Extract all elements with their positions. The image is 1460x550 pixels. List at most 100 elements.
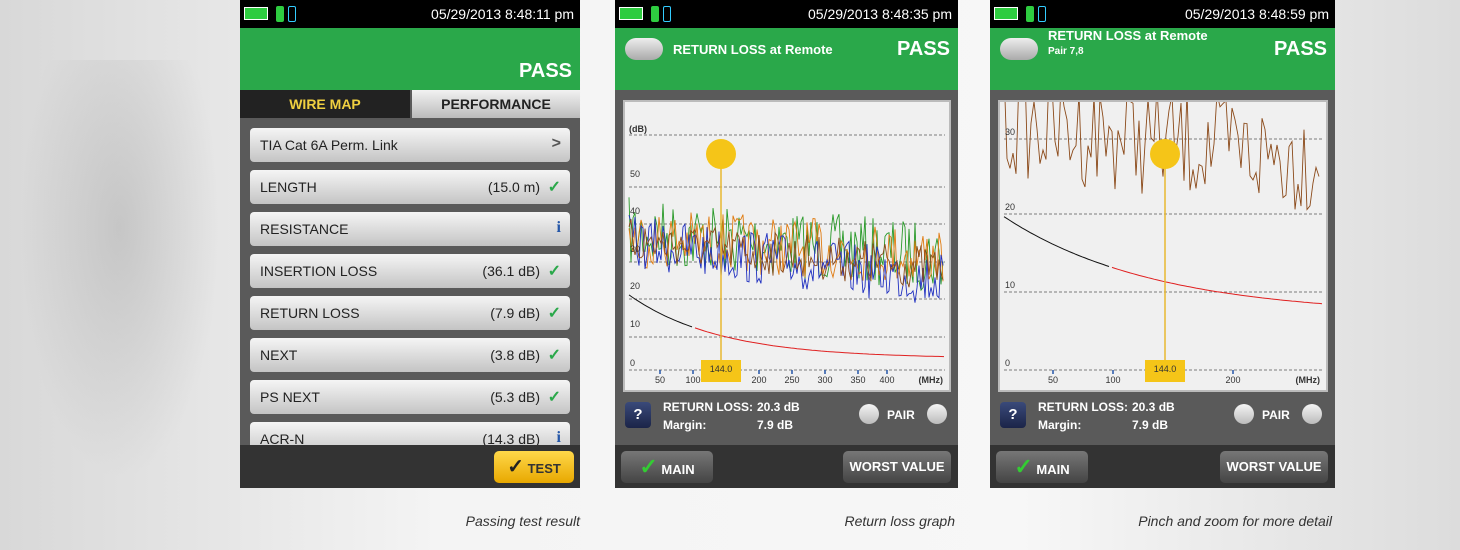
limit-line: [1003, 216, 1110, 267]
check-icon: ✓: [547, 263, 561, 280]
remote-icon: [288, 6, 296, 22]
list-item[interactable]: RESISTANCE i: [250, 212, 570, 246]
readout-value: 7.9 dB: [1132, 418, 1169, 432]
list-item[interactable]: PS NEXT (5.3 dB) ✓: [250, 380, 570, 414]
graph-panel: 30 20 10 0 50 100 200 (MHz) 144.0: [998, 69, 1328, 392]
device-icon: [1026, 6, 1034, 22]
help-button[interactable]: ?: [625, 402, 651, 428]
screen-title: RETURN LOSS at Remote: [1048, 28, 1208, 43]
y-tick-label: 30: [630, 244, 640, 254]
readout-label: Margin:: [1038, 418, 1082, 432]
list-item[interactable]: TIA Cat 6A Perm. Link >: [250, 128, 570, 162]
prev-pair-button[interactable]: [1234, 404, 1254, 424]
item-label: LENGTH: [260, 179, 317, 195]
list-item[interactable]: RETURN LOSS (7.9 dB) ✓: [250, 296, 570, 330]
y-tick-label: 20: [1005, 202, 1015, 212]
battery-icon: [619, 7, 643, 20]
caption: Passing test result: [465, 513, 580, 529]
item-label: PS NEXT: [260, 389, 320, 405]
x-tick-label: 100: [685, 375, 700, 385]
readout-value: 20.3 dB: [1132, 400, 1175, 414]
tab[interactable]: PERFORMANCE: [412, 90, 580, 118]
next-pair-button[interactable]: [1302, 404, 1322, 424]
cursor-handle: [1150, 139, 1180, 169]
y-tick-label: 0: [630, 358, 635, 368]
x-tick-label: 400: [879, 375, 894, 385]
worst-value-button[interactable]: WORST VALUE: [843, 451, 951, 483]
x-tick-label: 200: [751, 375, 766, 385]
list-item[interactable]: NEXT (3.8 dB) ✓: [250, 338, 570, 372]
check-icon: ✓: [547, 305, 561, 322]
item-label: ACR-N: [260, 431, 305, 447]
worst-value-button[interactable]: WORST VALUE: [1220, 451, 1328, 483]
caption: Return loss graph: [844, 513, 955, 529]
battery-icon: [244, 7, 268, 20]
screen-subtitle: Pair 7,8: [1048, 46, 1084, 57]
tab[interactable]: WIRE MAP: [240, 90, 410, 118]
help-button[interactable]: ?: [1000, 402, 1026, 428]
graph-panel: (dB) 50 40 30 20 10 0 50 100 200 250 300 350 400 (MHz)…: [623, 100, 951, 392]
check-icon: ✓: [547, 347, 561, 364]
result-header: RETURN LOSS at Remote PASS: [615, 28, 958, 90]
limit-line: [1111, 266, 1323, 305]
trace: [628, 218, 944, 288]
status-bar: 05/29/2013 8:48:59 pm: [990, 0, 1335, 28]
item-label: RETURN LOSS: [260, 305, 360, 321]
cursor-label: 144.0: [1154, 364, 1177, 374]
screen-graph: 05/29/2013 8:48:35 pm RETURN LOSS at Rem…: [615, 0, 958, 488]
x-tick-label: 100: [1105, 375, 1120, 385]
main-button[interactable]: ✓ MAIN: [996, 451, 1088, 483]
status-bar: 05/29/2013 8:48:35 pm: [615, 0, 958, 28]
cursor-label-box: [1145, 360, 1185, 382]
x-tick-label: 50: [655, 375, 665, 385]
info-icon: i: [556, 429, 561, 446]
item-value: (15.0 m): [487, 179, 540, 195]
test-button[interactable]: ✓ TEST: [494, 451, 574, 483]
x-tick-label: 350: [850, 375, 865, 385]
bottom-bar: ✓ TEST: [240, 445, 580, 488]
x-tick-label: 250: [784, 375, 799, 385]
readout-value: 7.9 dB: [757, 418, 794, 432]
item-label: NEXT: [260, 347, 298, 363]
next-pair-button[interactable]: [927, 404, 947, 424]
limit-line: [628, 294, 693, 328]
item-label: TIA Cat 6A Perm. Link: [260, 137, 398, 153]
caption: Pinch and zoom for more detail: [1138, 513, 1332, 529]
item-label: RESISTANCE: [260, 221, 349, 237]
readout-label: Margin:: [663, 418, 707, 432]
device-icon: [651, 6, 659, 22]
limit-line: [694, 327, 945, 358]
screen-wiremap: 05/29/2013 8:48:11 pm PASS WIRE MAP PERF…: [240, 0, 580, 488]
chevron-icon: >: [551, 135, 561, 152]
check-icon: ✓: [547, 179, 561, 196]
status-time: 05/29/2013 8:48:59 pm: [1184, 6, 1329, 22]
x-axis-unit: (MHz): [919, 375, 944, 385]
readout-value: 20.3 dB: [757, 400, 800, 414]
list-item[interactable]: INSERTION LOSS (36.1 dB) ✓: [250, 254, 570, 288]
y-tick-label: 10: [630, 319, 640, 329]
x-axis-unit: (MHz): [1296, 375, 1321, 385]
result: PASS: [897, 38, 950, 60]
cursor-label-box: [701, 360, 741, 382]
pair-label: PAIR: [887, 408, 915, 422]
list-item[interactable]: LENGTH (15.0 m) ✓: [250, 170, 570, 204]
y-tick-label: 40: [630, 206, 640, 216]
status-bar: 05/29/2013 8:48:11 pm: [240, 0, 580, 28]
item-value: (7.9 dB): [490, 305, 540, 321]
close-button[interactable]: [625, 38, 663, 60]
close-button[interactable]: [1000, 38, 1038, 60]
result: PASS: [1274, 38, 1327, 60]
main-button[interactable]: ✓ MAIN: [621, 451, 713, 483]
remote-icon: [1038, 6, 1046, 22]
prev-pair-button[interactable]: [859, 404, 879, 424]
y-tick-label: 10: [1005, 280, 1015, 290]
result-header: PASS: [240, 28, 580, 90]
background-figure: [20, 60, 220, 480]
pair-label: PAIR: [1262, 408, 1290, 422]
y-tick-label: 50: [630, 169, 640, 179]
y-axis-unit: (dB): [629, 124, 647, 134]
bottom-bar: ✓ MAIN WORST VALUE: [990, 445, 1335, 488]
